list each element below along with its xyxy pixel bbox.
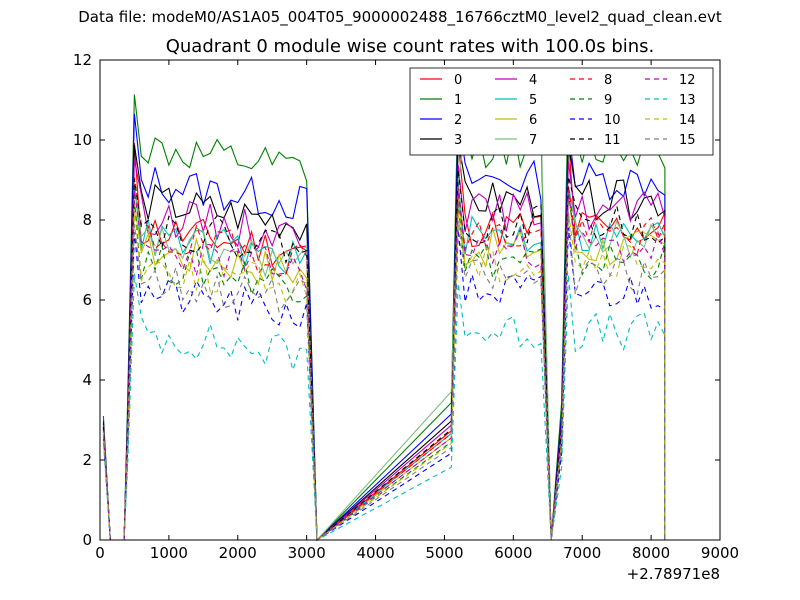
series-line-5 bbox=[102, 181, 676, 542]
y-tick-label: 6 bbox=[82, 291, 92, 309]
y-tick-label: 2 bbox=[82, 451, 92, 469]
legend-label-4: 4 bbox=[529, 73, 537, 88]
legend-label-7: 7 bbox=[529, 133, 537, 148]
legend-label-0: 0 bbox=[454, 73, 462, 88]
legend-label-13: 13 bbox=[679, 93, 696, 108]
x-tick-label: 0 bbox=[95, 544, 105, 562]
legend-box bbox=[409, 67, 714, 156]
y-tick-label: 4 bbox=[82, 371, 92, 389]
series-line-11 bbox=[102, 169, 676, 542]
chart-title: Quadrant 0 module wise count rates with … bbox=[165, 36, 655, 57]
legend-label-1: 1 bbox=[454, 93, 462, 108]
legend-label-8: 8 bbox=[604, 73, 612, 88]
x-tick-label: 1000 bbox=[150, 544, 188, 562]
series-line-15 bbox=[102, 212, 676, 542]
x-tick-label: 2000 bbox=[219, 544, 257, 562]
x-tick-label: 7000 bbox=[563, 544, 601, 562]
series-line-14 bbox=[102, 208, 676, 542]
legend-label-14: 14 bbox=[679, 113, 696, 128]
y-tick-label: 0 bbox=[82, 531, 92, 549]
x-tick-label: 5000 bbox=[425, 544, 463, 562]
y-tick-label: 12 bbox=[73, 51, 92, 69]
legend-label-15: 15 bbox=[679, 133, 696, 148]
legend-label-3: 3 bbox=[454, 133, 462, 148]
legend-label-11: 11 bbox=[604, 133, 621, 148]
legend-label-5: 5 bbox=[529, 93, 537, 108]
series-line-0 bbox=[102, 137, 676, 542]
series-line-10 bbox=[102, 227, 676, 541]
ticks-layer: 0 1000 2000 3000 4000 5000 6000 7000 8000 9000 0 2 4… bbox=[73, 51, 739, 562]
series-line-13 bbox=[102, 273, 676, 541]
x-tick-label: 4000 bbox=[356, 544, 394, 562]
x-tick-label: 3000 bbox=[288, 544, 326, 562]
series-line-9 bbox=[102, 194, 676, 542]
x-offset-label: +2.78971e8 bbox=[627, 565, 720, 583]
series-line-8 bbox=[102, 177, 676, 542]
x-tick-label: 6000 bbox=[494, 544, 532, 562]
legend-label-10: 10 bbox=[604, 113, 621, 128]
x-tick-label: 9000 bbox=[701, 544, 739, 562]
figure-suptitle: Data file: modeM0/AS1A05_004T05_90000024… bbox=[78, 8, 722, 26]
y-tick-label: 8 bbox=[82, 211, 92, 229]
legend-label-12: 12 bbox=[679, 73, 696, 88]
legend-label-6: 6 bbox=[529, 113, 537, 128]
series-line-12 bbox=[102, 189, 676, 542]
legend-label-9: 9 bbox=[604, 93, 612, 108]
x-tick-label: 8000 bbox=[632, 544, 670, 562]
y-tick-label: 10 bbox=[73, 131, 92, 149]
legend-label-2: 2 bbox=[454, 113, 462, 128]
